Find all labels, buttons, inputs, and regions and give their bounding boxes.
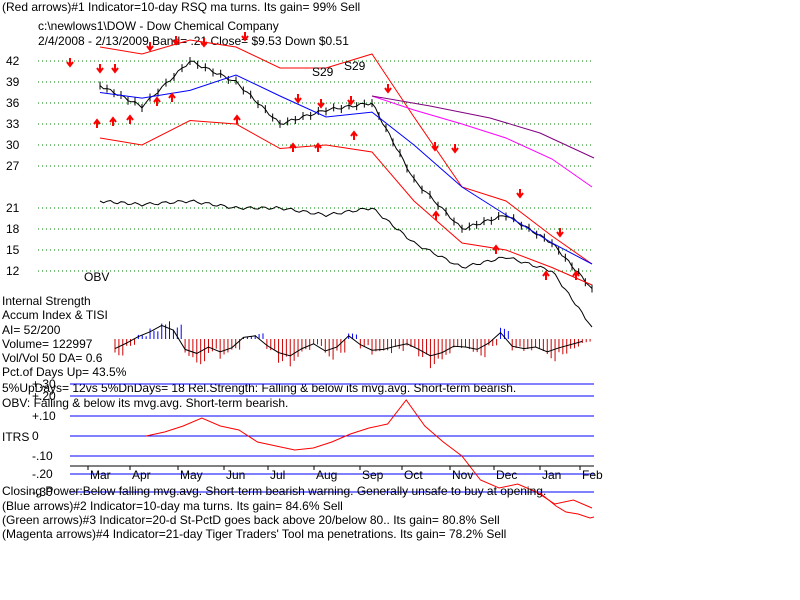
- down-arrow: [146, 42, 154, 52]
- month-label: Apr: [132, 468, 151, 482]
- price-tick-label: 27: [6, 159, 20, 173]
- up-arrow: [572, 270, 580, 280]
- green-arrows-line: (Green arrows)#3 Indicator=20-d St-PctD …: [2, 513, 500, 527]
- month-label: Jan: [542, 468, 561, 482]
- itrs-line: [145, 399, 593, 509]
- down-arrow: [556, 228, 564, 238]
- itrs-tick: -.20: [32, 467, 53, 481]
- down-arrow: [347, 96, 355, 106]
- down-arrow: [294, 94, 302, 104]
- down-arrow: [66, 58, 74, 68]
- month-label: Feb: [582, 468, 603, 482]
- signal-arrows-group: [66, 32, 580, 280]
- itrs-title: ITRS: [2, 430, 29, 444]
- up-arrow: [314, 142, 322, 152]
- month-label: Dec: [496, 468, 517, 482]
- price-tick-label: 42: [6, 54, 20, 68]
- up-arrow: [492, 244, 500, 254]
- closing-power-line: Closing Power:Below falling mvg.avg. Sho…: [2, 484, 546, 498]
- magenta-arrows-line: (Magenta arrows)#4 Indicator=21-day Tige…: [2, 527, 506, 541]
- itrs-tick: -.10: [32, 449, 53, 463]
- s29-label-2: S29: [344, 59, 366, 73]
- price-tail-line: [539, 492, 595, 519]
- month-axis: Mar Apr May Jun Jul Aug Sep Oct Nov Dec Jan Feb: [70, 465, 603, 482]
- itrs-tick: +.20: [32, 389, 56, 403]
- up-arrow: [432, 210, 440, 220]
- itrs-tick: 0: [32, 429, 39, 443]
- price-series-group: [99, 39, 595, 328]
- ai-label: AI= 52/200: [2, 323, 61, 337]
- itrs-tick-labels: +.30+.20 +.10 0 -.10 -.20 -.30: [32, 377, 56, 499]
- itrs-tick: +.30: [32, 377, 56, 391]
- up-arrow: [126, 114, 134, 124]
- accum-ma-line: [114, 324, 583, 357]
- price-tick-label: 33: [6, 117, 20, 131]
- series-ma_blue: [99, 74, 593, 265]
- price-tick-label: 12: [6, 264, 20, 278]
- month-label: Oct: [404, 468, 423, 482]
- itrs-tick: +.10: [32, 409, 56, 423]
- volvol-label: Vol/Vol 50 DA= 0.6: [2, 351, 103, 365]
- up-arrow: [93, 118, 101, 128]
- series-lower_band: [99, 119, 593, 286]
- price-tick-label: 21: [6, 201, 20, 215]
- down-arrow: [384, 84, 392, 94]
- up-arrow: [109, 116, 117, 126]
- obv-label: OBV: [84, 270, 109, 284]
- down-arrow: [200, 38, 208, 48]
- up-arrow: [168, 92, 176, 102]
- series-upper_band: [99, 39, 593, 265]
- month-label: May: [180, 468, 203, 482]
- up-arrow: [289, 142, 297, 152]
- down-arrow: [241, 32, 249, 42]
- down-arrow: [317, 99, 325, 109]
- price-axis-labels: 42 39 36 33 30 27 21 18 15 12: [6, 54, 20, 278]
- internal-strength-label: Internal Strength: [2, 294, 91, 308]
- series-ma_magenta: [371, 95, 593, 188]
- series-ma-purple: [371, 95, 595, 159]
- accum-index-histogram: [114, 321, 591, 369]
- itrs-tick: -.30: [32, 485, 53, 499]
- volume-label: Volume= 122997: [2, 337, 93, 351]
- month-label: Sep: [362, 468, 384, 482]
- up-arrow: [542, 270, 550, 280]
- up-arrow: [153, 96, 161, 106]
- header-indicator-line: (Red arrows)#1 Indicator=10-day RSQ ma t…: [2, 0, 360, 14]
- price-grid: [38, 60, 594, 272]
- updays-status-line: 5%UpDays= 12vs 5%DnDays= 18 Rel.Strength…: [2, 381, 516, 395]
- down-arrow: [431, 142, 439, 152]
- price-tick-label: 36: [6, 96, 20, 110]
- price-tick-label: 30: [6, 138, 20, 152]
- blue-arrows-line: (Blue arrows)#2 Indicator=10-day ma turn…: [2, 499, 343, 513]
- up-arrow: [233, 114, 241, 124]
- price-tick-label: 15: [6, 243, 20, 257]
- header-company-line: c:\newlows1\DOW - Dow Chemical Company: [38, 19, 279, 33]
- series-obv: [99, 199, 593, 328]
- up-arrow: [350, 130, 358, 140]
- down-arrow: [516, 189, 524, 199]
- month-label: Aug: [316, 468, 337, 482]
- month-label: Mar: [90, 468, 111, 482]
- pct-days-up-label: Pct.of Days Up= 43.5%: [2, 365, 127, 379]
- itrs-grid: [70, 383, 594, 493]
- month-label: Nov: [452, 468, 473, 482]
- accum-index-label: Accum Index & TISI: [2, 308, 108, 322]
- down-arrow: [96, 64, 104, 74]
- price-tick-label: 18: [6, 222, 20, 236]
- down-arrow: [172, 36, 180, 46]
- month-label: Jun: [226, 468, 245, 482]
- s29-label-1: S29: [312, 65, 334, 79]
- down-arrow: [111, 64, 119, 74]
- down-arrow: [451, 144, 459, 154]
- month-label: Jul: [270, 468, 285, 482]
- price-tick-label: 39: [6, 75, 20, 89]
- obv-status-line: OBV: Falling & below its mvg.avg. Short-…: [2, 396, 288, 410]
